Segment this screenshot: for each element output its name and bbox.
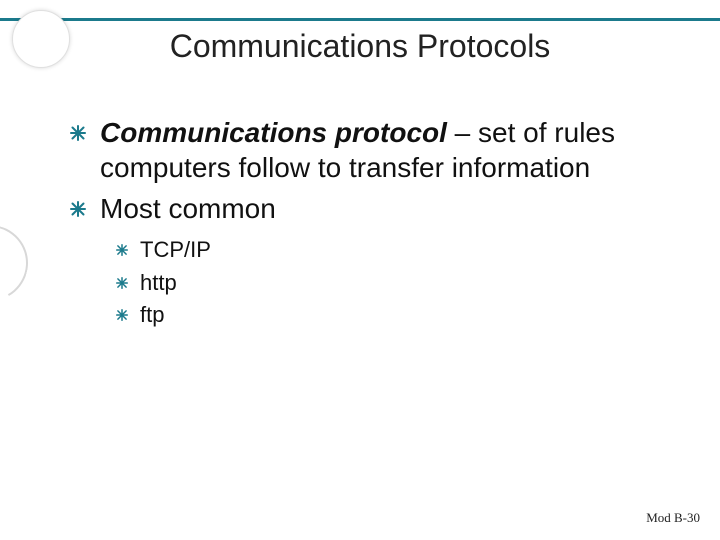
sub-bullet-item: http <box>116 269 670 298</box>
bullet-item: Most common <box>70 191 670 226</box>
bullet-item: Communications protocol – set of rules c… <box>70 115 670 185</box>
bullet-text: Most common <box>100 191 276 226</box>
asterisk-icon <box>70 201 86 222</box>
content-area: Communications protocol – set of rules c… <box>70 115 670 334</box>
asterisk-icon <box>116 308 128 326</box>
top-rule <box>0 18 720 21</box>
sub-bullet-text: http <box>140 269 177 298</box>
slide-footer: Mod B-30 <box>646 510 700 526</box>
bullet-rest: Most common <box>100 193 276 224</box>
side-arc-decor <box>0 216 37 309</box>
sub-bullet-item: ftp <box>116 301 670 330</box>
asterisk-icon <box>116 243 128 261</box>
sub-bullet-text: TCP/IP <box>140 236 211 265</box>
sub-bullet-item: TCP/IP <box>116 236 670 265</box>
asterisk-icon <box>116 276 128 294</box>
asterisk-icon <box>70 125 86 146</box>
bullet-text: Communications protocol – set of rules c… <box>100 115 670 185</box>
sub-bullet-text: ftp <box>140 301 164 330</box>
slide-title: Communications Protocols <box>0 28 720 65</box>
bullet-term: Communications protocol <box>100 117 447 148</box>
sub-list: TCP/IP http ftp <box>116 236 670 330</box>
